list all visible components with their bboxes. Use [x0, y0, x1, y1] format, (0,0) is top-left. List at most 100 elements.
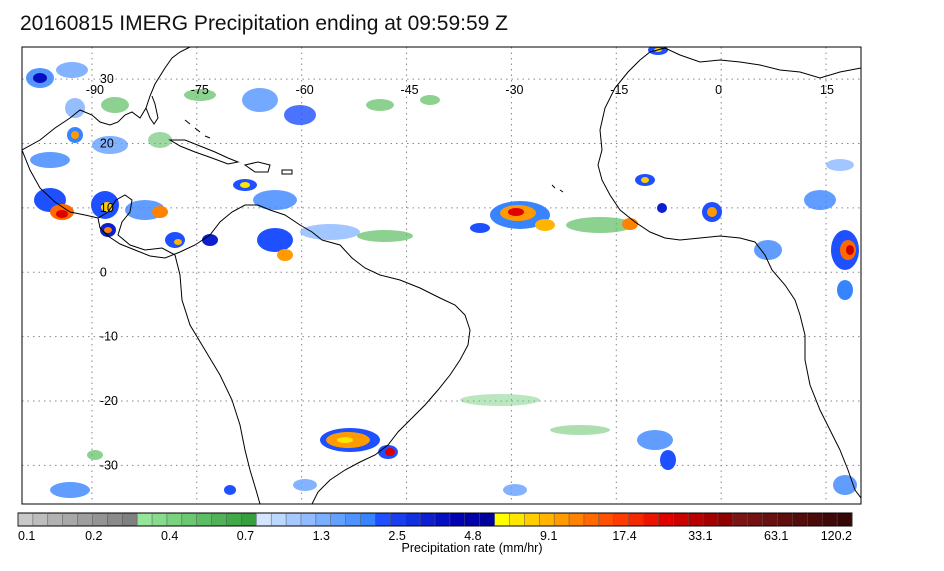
coastlines [22, 47, 861, 504]
colorbar-swatch [92, 513, 108, 526]
colorbar-swatch [77, 513, 93, 526]
longitude-label: -75 [191, 83, 209, 97]
coast-hispaniola [243, 161, 271, 173]
longitude-label: -60 [296, 83, 314, 97]
precip-gulf-mexico [26, 62, 440, 261]
colorbar-swatch [598, 513, 615, 526]
colorbar-swatch [286, 513, 302, 526]
colorbar-swatch [32, 513, 49, 526]
colorbar-swatch [837, 513, 853, 526]
colorbar-swatch [181, 513, 198, 526]
latitude-label: 20 [100, 137, 114, 151]
colorbar-swatch [717, 513, 734, 526]
colorbar-tick-label: 33.1 [688, 529, 712, 543]
map-frame [21, 46, 862, 505]
colorbar-tick-label: 4.8 [464, 529, 481, 543]
colorbar-swatch [524, 513, 540, 526]
latitude-label: -10 [100, 330, 118, 344]
colorbar-swatch [807, 513, 823, 526]
gridlines [22, 47, 861, 504]
colorbar-swatch [792, 513, 808, 526]
colorbar-label: Precipitation rate (mm/hr) [401, 541, 543, 555]
precip-atlantic-itcz [470, 47, 859, 300]
colorbar-swatch [62, 513, 78, 526]
colorbar-swatch [479, 513, 495, 526]
colorbar-tick-label: 0.2 [85, 529, 102, 543]
colorbar-tick-label: 9.1 [540, 529, 557, 543]
colorbar-tick-label: 63.1 [764, 529, 788, 543]
colorbar-swatch [762, 513, 778, 526]
colorbar-swatch [658, 513, 674, 526]
coast-africa-west [597, 59, 861, 499]
colorbar-tick-label: 0.1 [18, 529, 35, 543]
coast-north-america [22, 47, 191, 151]
colorbar-swatch [47, 513, 63, 526]
colorbar: 0.1 0.2 0.4 0.7 1.3 2.5 4.8 9.1 17.4 33.1 63.1 120.… [17, 512, 853, 543]
colorbar-swatch [330, 513, 346, 526]
colorbar-swatch [107, 513, 123, 526]
coast-cape-verde [551, 184, 564, 193]
longitude-label: 15 [820, 83, 834, 97]
latitude-label: 0 [100, 265, 107, 279]
colorbar-swatch [822, 513, 838, 526]
colorbar-swatch [152, 513, 168, 526]
colorbar-swatch [137, 513, 153, 526]
colorbar-swatch [360, 513, 376, 526]
colorbar-swatch [300, 513, 317, 526]
colorbar-tick-label: 2.5 [388, 529, 405, 543]
colorbar-swatch [271, 513, 287, 526]
colorbar-swatch [688, 513, 704, 526]
colorbar-swatch [509, 513, 525, 526]
colorbar-swatch [166, 513, 183, 526]
colorbar-swatch [211, 513, 227, 526]
colorbar-swatch [777, 513, 793, 526]
colorbar-swatch [196, 513, 212, 526]
coast-florida [145, 95, 159, 125]
coast-cuba [168, 139, 240, 165]
colorbar-swatch [569, 513, 585, 526]
colorbar-swatch [345, 513, 361, 526]
colorbar-tick-label: 1.3 [313, 529, 330, 543]
latlon-labels: -90 -75 -60 -45 -30 -15 0 15 30 20 10 0 -10 -20 -30 [86, 72, 834, 472]
colorbar-swatch [628, 513, 644, 526]
colorbar-swatch [18, 513, 34, 526]
colorbar-swatch [703, 513, 719, 526]
colorbar-swatch [449, 513, 466, 526]
coast-puerto-rico [281, 169, 293, 175]
colorbar-swatch [435, 513, 451, 526]
colorbar-swatch [583, 513, 600, 526]
colorbar-swatch [226, 513, 242, 526]
colorbar-swatch [554, 513, 570, 526]
latitude-label: -30 [100, 458, 118, 472]
colorbar-swatch [673, 513, 689, 526]
colorbar-swatch [494, 513, 510, 526]
colorbar-swatch [464, 513, 480, 526]
colorbar-swatch [256, 513, 272, 526]
coast-south-america [174, 239, 471, 504]
colorbar-swatch [375, 513, 391, 526]
colorbar-swatch [241, 513, 257, 526]
colorbar-swatch [539, 513, 555, 526]
latitude-label: 30 [100, 72, 114, 86]
colorbar-tick-label: 17.4 [612, 529, 636, 543]
colorbar-swatch [122, 513, 138, 526]
longitude-label: -30 [505, 83, 523, 97]
colorbar-tick-label: 0.7 [237, 529, 254, 543]
latitude-label: -20 [100, 394, 118, 408]
coast-bahamas [184, 119, 211, 139]
colorbar-tick-label: 0.4 [161, 529, 178, 543]
coast-central-america [97, 204, 323, 259]
colorbar-swatch [643, 513, 659, 526]
colorbar-tick-label: 120.2 [821, 529, 852, 543]
colorbar-swatch [420, 513, 436, 526]
coast-africa-north [639, 47, 861, 79]
longitude-label: -15 [610, 83, 628, 97]
colorbar-swatch [405, 513, 421, 526]
longitude-label: -90 [86, 83, 104, 97]
longitude-label: -45 [401, 83, 419, 97]
coast-mexico [22, 149, 176, 256]
colorbar-swatch [390, 513, 406, 526]
colorbar-swatch [613, 513, 629, 526]
longitude-label: 0 [715, 83, 722, 97]
